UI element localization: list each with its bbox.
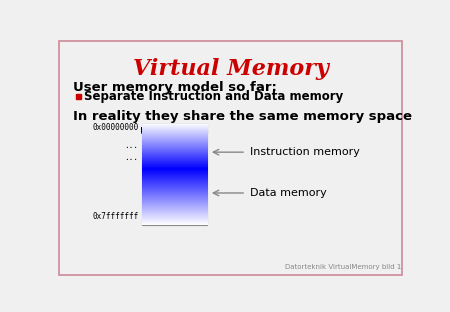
Text: In reality they share the same memory space: In reality they share the same memory sp… (73, 110, 412, 123)
Text: Data memory: Data memory (250, 188, 327, 198)
Bar (76, 95, 81, 99)
Text: Instruction memory: Instruction memory (250, 147, 360, 157)
Text: 0x7fffffff: 0x7fffffff (92, 212, 139, 222)
Text: Datorteknik VirtualMemory bild 1: Datorteknik VirtualMemory bild 1 (285, 264, 401, 270)
Text: ...: ... (125, 141, 139, 150)
Text: Separate Instruction and Data memory: Separate Instruction and Data memory (84, 90, 343, 103)
Text: User memory model so far:: User memory model so far: (73, 81, 277, 94)
Text: User space: User space (140, 127, 209, 137)
Bar (141, 124, 207, 225)
Text: ...: ... (125, 153, 139, 162)
Text: Virtual Memory: Virtual Memory (133, 58, 328, 80)
Text: 0x00000000: 0x00000000 (92, 123, 139, 132)
